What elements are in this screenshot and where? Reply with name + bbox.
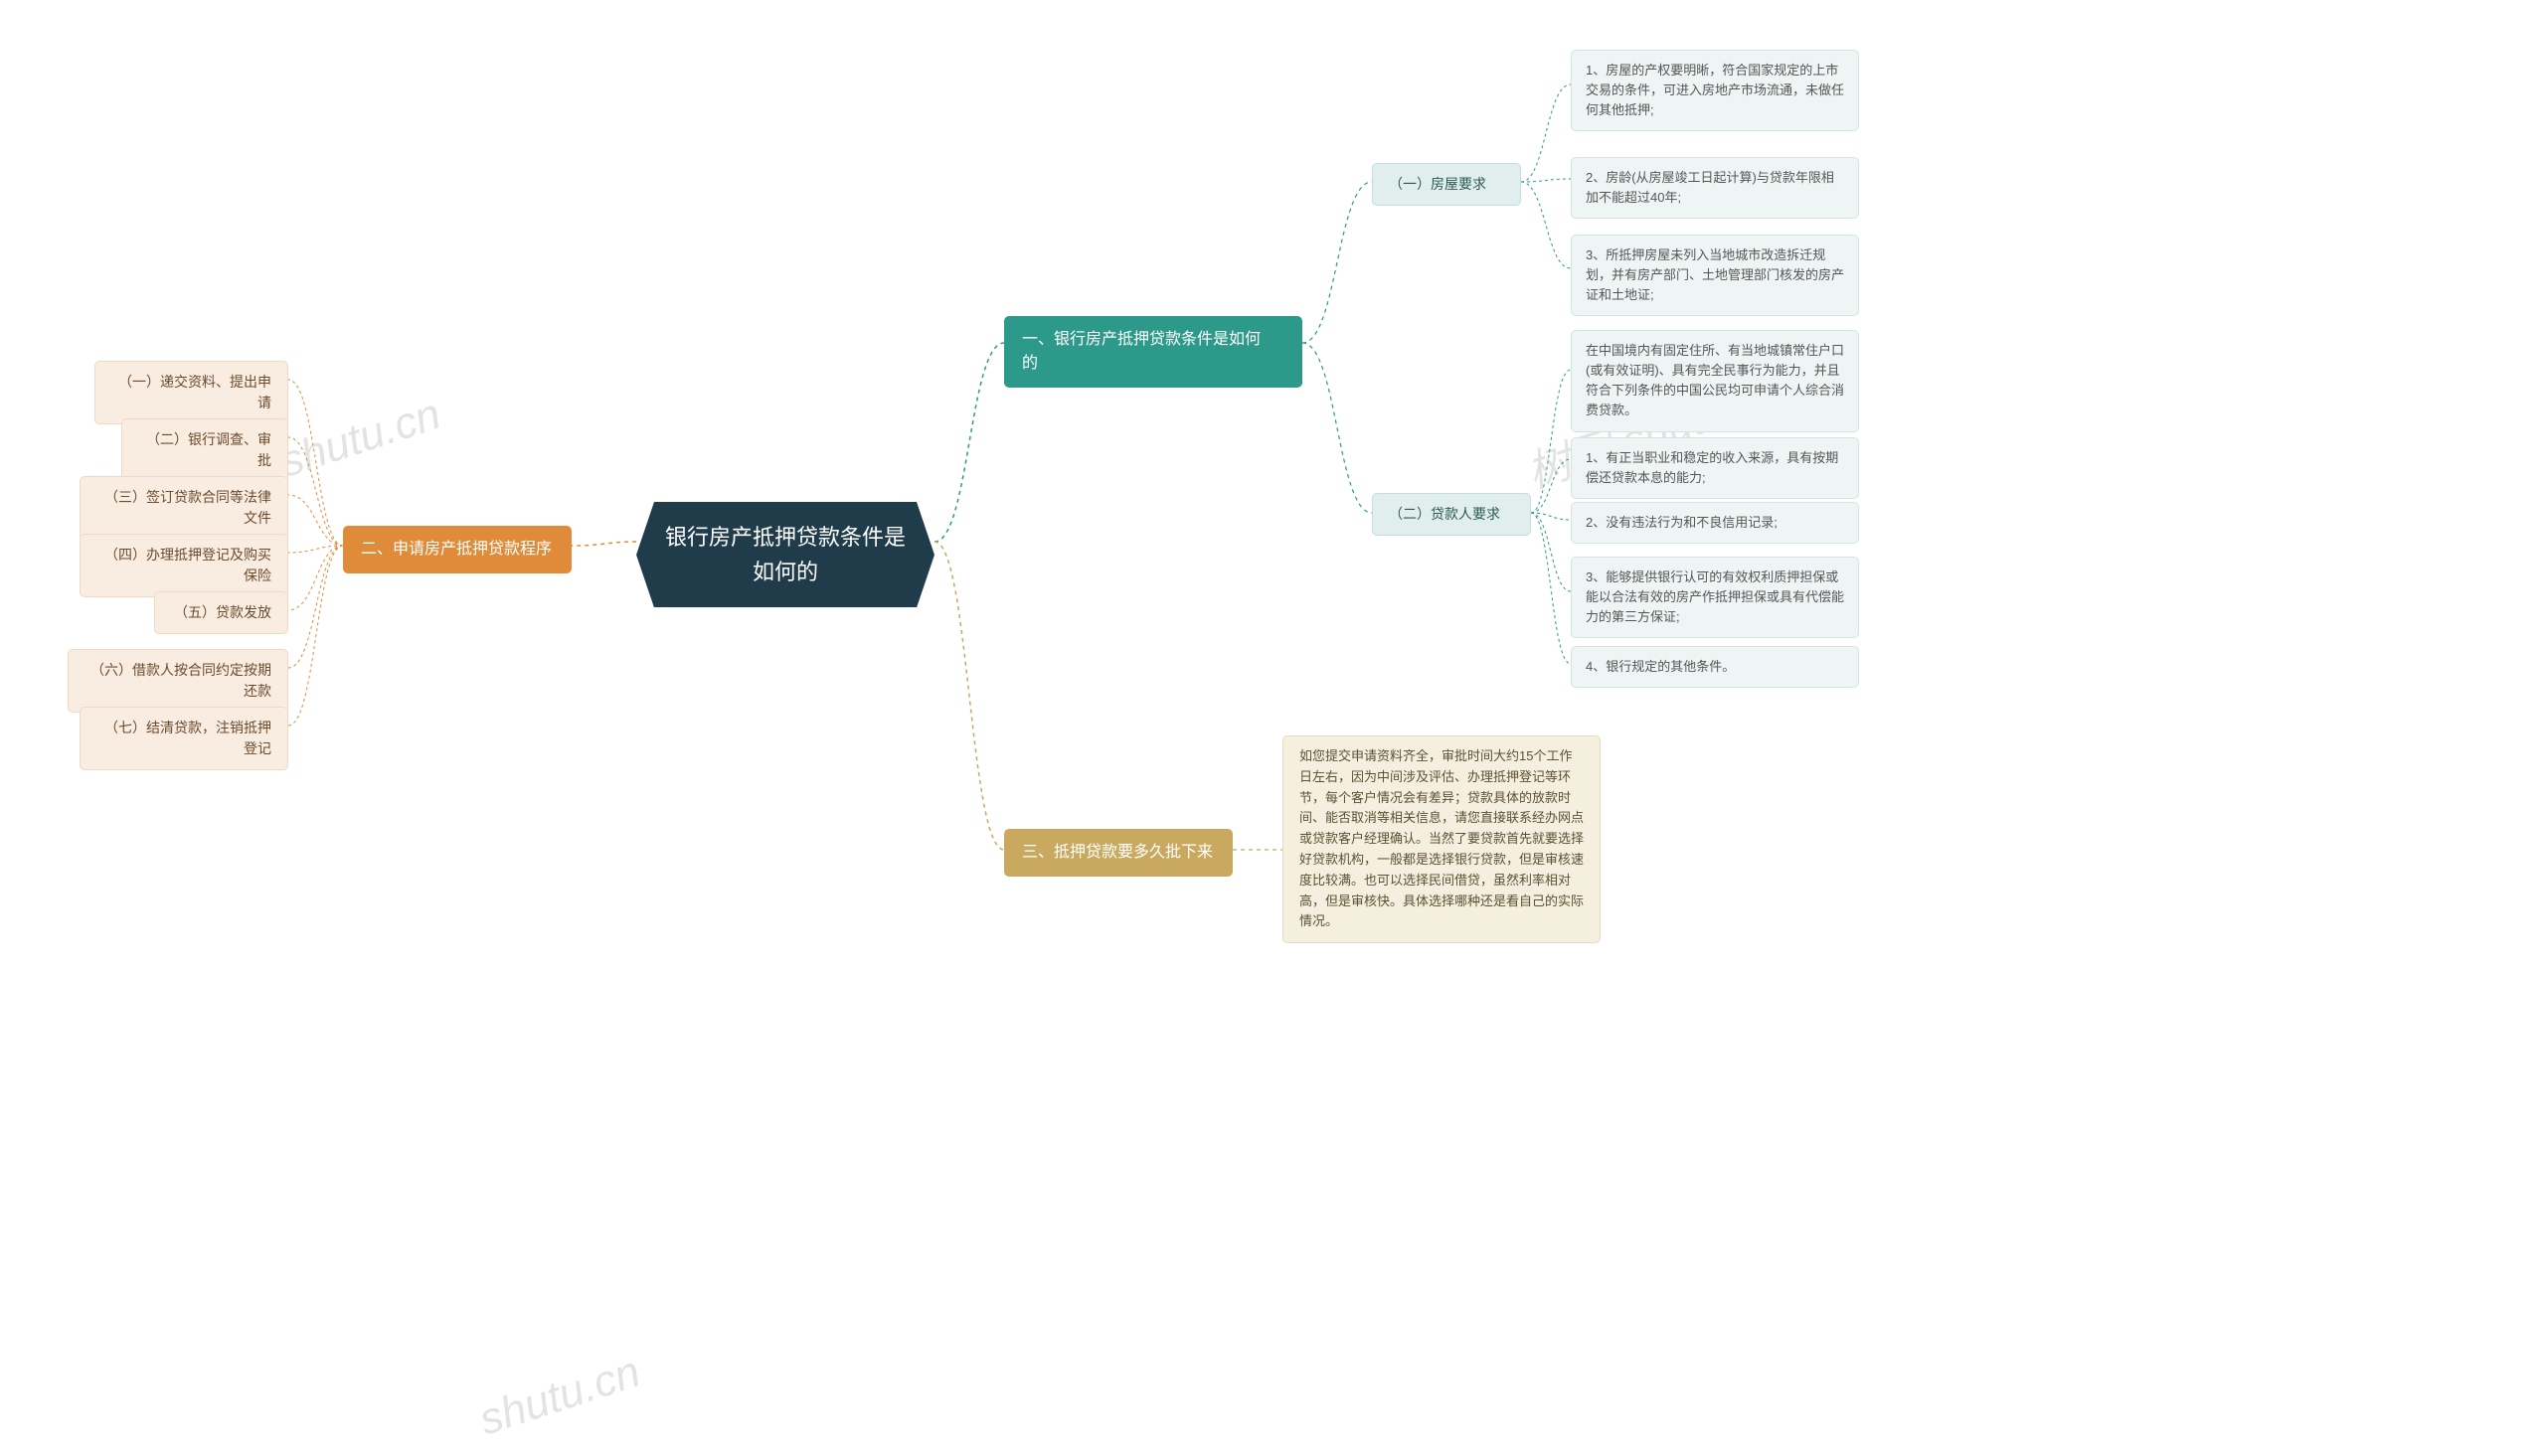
root-line1: 银行房产抵押贷款条件是 bbox=[665, 525, 906, 550]
leaf-borrower-4: 4、银行规定的其他条件。 bbox=[1571, 646, 1859, 688]
branch1-line2: 的 bbox=[1022, 355, 1038, 372]
sub-borrower-req: （二）贷款人要求 bbox=[1372, 493, 1531, 536]
leaf-borrower-3: 3、能够提供银行认可的有效权利质押担保或能以合法有效的房产作抵押担保或具有代偿能… bbox=[1571, 557, 1859, 638]
watermark: shutu.cn bbox=[473, 1348, 646, 1446]
leaf-borrower-intro: 在中国境内有固定住所、有当地城镇常住户口(或有效证明)、具有完全民事行为能力，并… bbox=[1571, 330, 1859, 432]
sub-house-req: （一）房屋要求 bbox=[1372, 163, 1521, 206]
leaf-borrower-1: 1、有正当职业和稳定的收入来源，具有按期偿还贷款本息的能力; bbox=[1571, 437, 1859, 499]
connectors-layer bbox=[0, 0, 2545, 1456]
branch1-line1: 一、银行房产抵押贷款条件是如何 bbox=[1022, 331, 1261, 348]
leaf-house-1: 1、房屋的产权要明晰，符合国家规定的上市交易的条件，可进入房地产市场流通，未做任… bbox=[1571, 50, 1859, 131]
leaf-duration-text: 如您提交申请资料齐全，审批时间大约15个工作日左右，因为中间涉及评估、办理抵押登… bbox=[1282, 735, 1601, 943]
step-1: （一）递交资料、提出申请 bbox=[94, 361, 288, 424]
step-3: （三）签订贷款合同等法律文件 bbox=[80, 476, 288, 540]
step-6: （六）借款人按合同约定按期还款 bbox=[68, 649, 288, 713]
step-4: （四）办理抵押登记及购买保险 bbox=[80, 534, 288, 597]
leaf-house-3: 3、所抵押房屋未列入当地城市改造拆迁规划，并有房产部门、土地管理部门核发的房产证… bbox=[1571, 235, 1859, 316]
branch-procedure: 二、申请房产抵押贷款程序 bbox=[343, 526, 572, 573]
root-node: 银行房产抵押贷款条件是 如何的 bbox=[636, 502, 934, 607]
branch-duration: 三、抵押贷款要多久批下来 bbox=[1004, 829, 1233, 877]
step-2: （二）银行调查、审批 bbox=[121, 418, 288, 482]
leaf-borrower-2: 2、没有违法行为和不良信用记录; bbox=[1571, 502, 1859, 544]
root-line2: 如何的 bbox=[753, 560, 818, 584]
branch-conditions: 一、银行房产抵押贷款条件是如何 的 bbox=[1004, 316, 1302, 388]
step-5: （五）贷款发放 bbox=[154, 591, 288, 634]
leaf-house-2: 2、房龄(从房屋竣工日起计算)与贷款年限相加不能超过40年; bbox=[1571, 157, 1859, 219]
step-7: （七）结清贷款，注销抵押登记 bbox=[80, 707, 288, 770]
